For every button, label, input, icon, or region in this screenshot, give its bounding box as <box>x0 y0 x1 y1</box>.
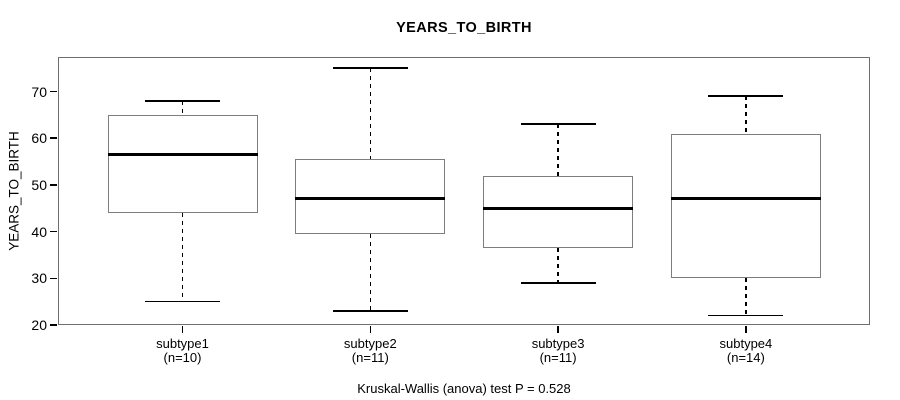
plot-frame <box>58 57 870 325</box>
boxplot-box <box>295 159 446 234</box>
whisker-upper <box>745 96 747 134</box>
y-tick <box>50 184 57 186</box>
whisker-lower <box>557 247 559 283</box>
chart-title: YEARS_TO_BIRTH <box>396 20 532 36</box>
group-count-label: (n=14) <box>726 350 765 365</box>
group-name-label: subtype4 <box>719 336 773 351</box>
group-name-label: subtype3 <box>531 336 585 351</box>
median-line <box>483 206 634 210</box>
group-label: subtype4 (n=14) <box>652 337 840 365</box>
whisker-lower <box>181 212 184 302</box>
y-tick <box>50 277 57 280</box>
whisker-cap-lower <box>708 314 784 317</box>
whisker-lower <box>369 233 372 311</box>
y-tick <box>50 137 57 139</box>
y-tick <box>50 90 57 93</box>
whisker-cap-lower <box>332 310 408 312</box>
median-line <box>670 197 821 201</box>
median-line <box>295 197 446 201</box>
group-name-label: subtype2 <box>343 336 397 351</box>
caption: Kruskal-Wallis (anova) test P = 0.528 <box>357 381 571 396</box>
boxplot-box <box>107 114 258 213</box>
y-tick-label: 60 <box>31 130 47 147</box>
whisker-lower <box>745 278 747 316</box>
x-tick <box>369 326 372 333</box>
whisker-cap-lower <box>145 300 220 303</box>
x-tick <box>557 326 559 333</box>
whisker-upper <box>369 68 372 160</box>
y-tick <box>50 230 57 233</box>
group-label: subtype1 (n=10) <box>89 337 277 365</box>
group-label: subtype3 (n=11) <box>464 337 652 365</box>
y-tick-label: 50 <box>31 176 47 193</box>
y-tick-label: 30 <box>31 270 47 287</box>
median-line <box>107 153 258 157</box>
group-count-label: (n=10) <box>163 350 202 365</box>
whisker-cap-upper <box>145 100 220 102</box>
boxplot-box <box>670 133 821 279</box>
whisker-cap-lower <box>520 282 596 284</box>
whisker-upper <box>181 100 184 115</box>
y-tick-label: 70 <box>31 83 47 100</box>
y-tick-label: 20 <box>31 317 47 333</box>
group-label: subtype2 (n=11) <box>276 337 464 365</box>
whisker-cap-upper <box>708 95 784 97</box>
group-count-label: (n=11) <box>351 350 389 365</box>
whisker-cap-upper <box>332 67 408 69</box>
y-tick-label: 40 <box>31 223 47 240</box>
whisker-upper <box>557 124 559 176</box>
group-name-label: subtype1 <box>156 336 209 351</box>
group-count-label: (n=11) <box>539 350 577 365</box>
whisker-cap-upper <box>520 123 596 125</box>
boxplot-box <box>483 175 634 248</box>
x-tick <box>181 326 184 333</box>
x-tick <box>745 326 747 333</box>
y-tick <box>50 324 57 326</box>
